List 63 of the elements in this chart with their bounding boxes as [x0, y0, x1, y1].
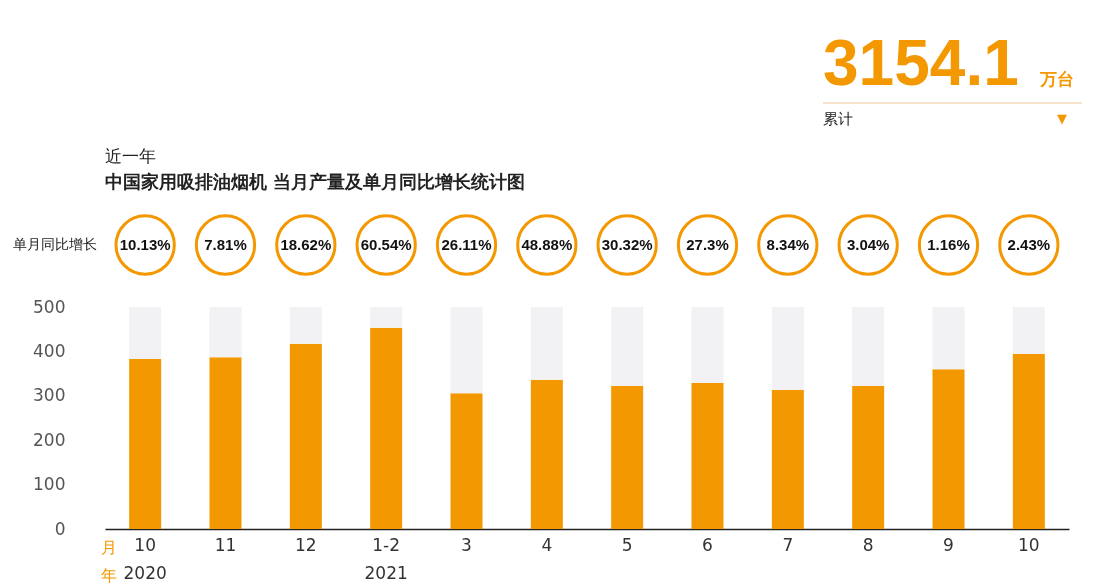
- text: 18.62%: [280, 236, 332, 253]
- text: 3154.1: [823, 27, 1019, 99]
- bar: [289, 343, 322, 529]
- text: 30.32%: [601, 236, 653, 253]
- bar: [530, 379, 563, 529]
- bar: [129, 307, 162, 359]
- bar: [771, 390, 804, 529]
- bar: [852, 386, 885, 529]
- text: 月: [101, 538, 117, 557]
- text: 7.81%: [204, 236, 247, 253]
- text: 60.54%: [360, 236, 412, 253]
- x-tick-label: 3: [461, 534, 472, 555]
- bar: [691, 382, 724, 529]
- bar: [932, 369, 965, 529]
- bar: [209, 357, 242, 529]
- x-tick-label: 10: [1018, 534, 1040, 555]
- text: ▼: [1057, 111, 1067, 126]
- y-tick-label: 400: [33, 340, 66, 361]
- bar: [370, 327, 403, 529]
- x-tick-label: 8: [862, 534, 874, 555]
- text: 2.43%: [1007, 236, 1051, 253]
- bar: [289, 307, 322, 344]
- y-tick-label: 100: [33, 474, 66, 495]
- bar: [932, 307, 965, 370]
- bar: [691, 307, 724, 383]
- text: 48.88%: [521, 236, 573, 253]
- x-tick-label: 11: [214, 534, 237, 555]
- x-tick-label: 7: [782, 534, 794, 555]
- bar: [611, 307, 644, 387]
- bar: [209, 307, 242, 358]
- y-tick-label: 500: [33, 296, 66, 317]
- bar: [129, 358, 162, 529]
- text: 10.13%: [119, 236, 171, 253]
- bar: [1012, 307, 1045, 355]
- bar: [450, 393, 483, 529]
- bar: [771, 307, 804, 391]
- x-tick-label: 12: [295, 534, 317, 555]
- x-tick-label: 4: [541, 534, 553, 555]
- x-tick-label: 1-2 2021: [364, 534, 408, 583]
- text: 单月同比增长: [13, 236, 97, 252]
- bar: [530, 307, 563, 380]
- x-tick-label: 5: [621, 534, 633, 555]
- bar: [1012, 354, 1045, 529]
- bar: [852, 307, 885, 387]
- y-tick-label: 0: [54, 518, 66, 539]
- text: 3.04%: [846, 236, 890, 253]
- text: 1.16%: [927, 236, 970, 253]
- x-tick-label: 10 2020: [123, 534, 167, 583]
- x-tick-label: 9: [943, 534, 954, 555]
- chart-subtitle: 近一年: [105, 146, 156, 166]
- y-tick-label: 200: [33, 429, 66, 450]
- bar: [370, 307, 403, 328]
- text: 26.11%: [441, 236, 492, 253]
- text: 27.3%: [686, 236, 729, 253]
- chart-title: 中国家用吸排油烟机 当月产量及单月同比增长统计图: [105, 171, 526, 192]
- text: 年: [101, 566, 117, 585]
- x-tick-label: 6: [702, 534, 713, 555]
- text: 8.34%: [766, 236, 810, 253]
- text: 累计: [823, 110, 853, 128]
- bar: [611, 386, 644, 529]
- text: 万台: [1039, 69, 1074, 89]
- bar: [450, 307, 483, 394]
- y-tick-label: 300: [33, 385, 66, 406]
